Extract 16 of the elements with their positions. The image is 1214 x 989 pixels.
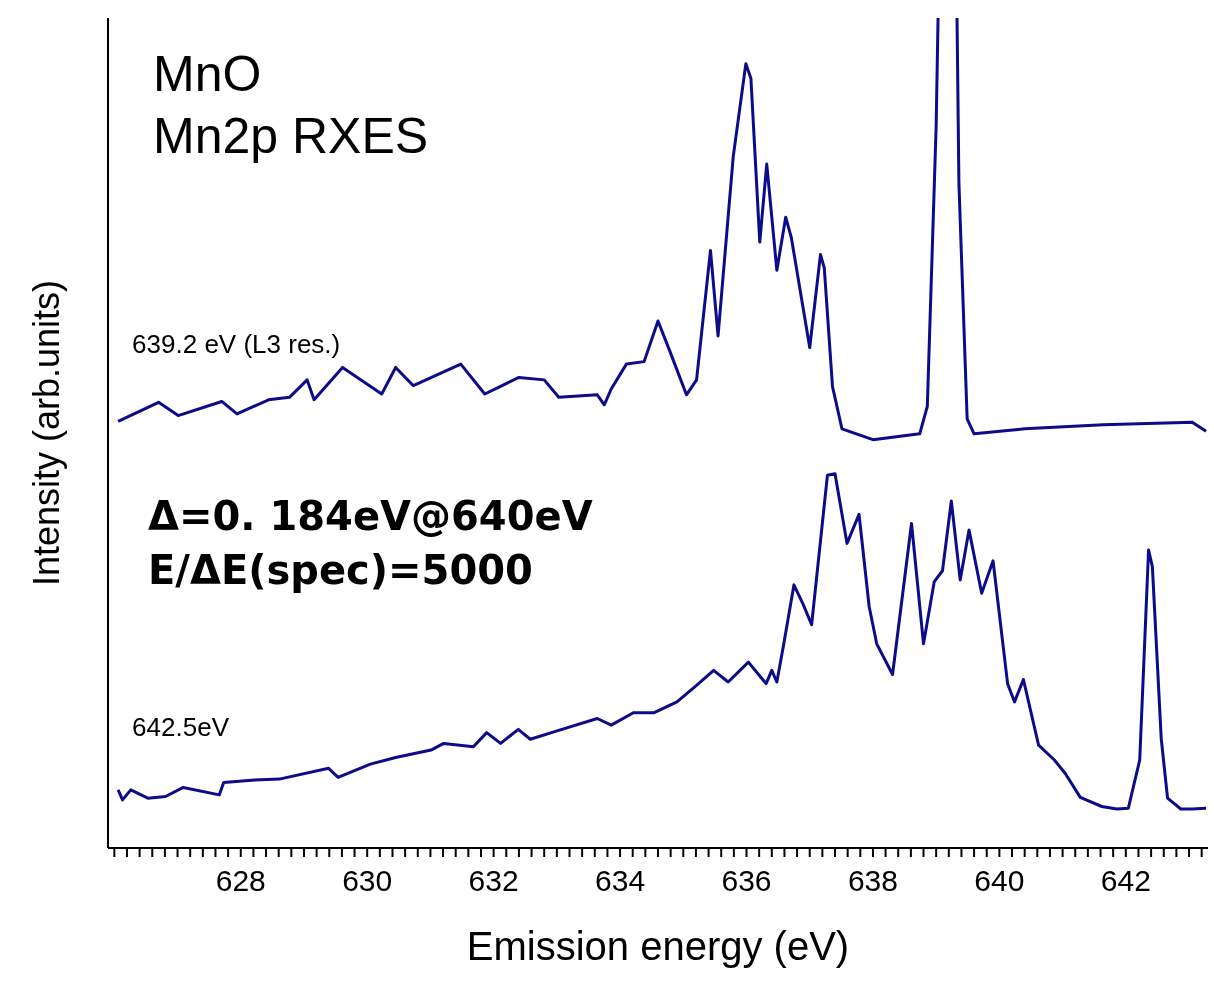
x-axis-title: Emission energy (eV) bbox=[466, 924, 850, 968]
x-tick-label: 630 bbox=[342, 864, 393, 897]
x-tick-label: 642 bbox=[1100, 864, 1151, 897]
x-tick-label: 636 bbox=[721, 864, 772, 897]
annotation: Δ=0. 184eV@640eV bbox=[148, 492, 593, 540]
x-tick-label: 640 bbox=[974, 864, 1025, 897]
x-tick-label: 634 bbox=[595, 864, 646, 897]
annotation: E/ΔE(spec)=5000 bbox=[148, 546, 533, 594]
y-axis-title: Intensity (arb.units) bbox=[25, 279, 67, 587]
series-label: 642.5eV bbox=[132, 712, 230, 743]
text: MnO bbox=[153, 46, 262, 102]
x-tick-label: 638 bbox=[847, 864, 898, 897]
text: Mn2p RXES bbox=[153, 108, 429, 164]
x-tick-label: 628 bbox=[215, 864, 266, 897]
x-tick-label: 632 bbox=[468, 864, 519, 897]
series-label: 639.2 eV (L3 res.) bbox=[132, 329, 341, 360]
